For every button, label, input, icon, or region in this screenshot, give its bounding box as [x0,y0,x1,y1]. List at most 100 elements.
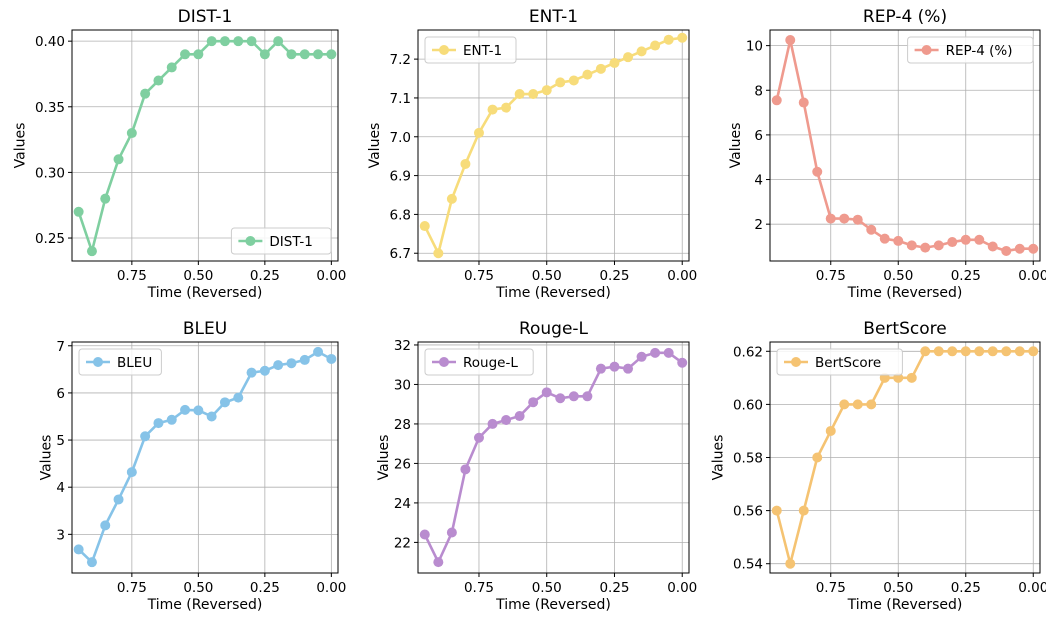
chart-title: BertScore [863,319,946,339]
x-axis-label: Time (Reversed) [847,597,963,613]
data-point [473,432,484,443]
legend-label: REP-4 (%) [946,43,1013,59]
legend: ENT-1 [424,36,517,64]
chart-panel-6: 0.75 0.50 0.25 0.00 0.54 0.56 0.58 0.60 0.62 Bert… [711,319,1046,613]
data-point [663,347,674,358]
data-point [219,36,230,47]
data-point [140,431,151,442]
x-tick-label: 0.75 [464,580,494,596]
legend-marker [439,45,449,55]
data-point [286,49,297,60]
data-point [299,354,310,365]
data-point [974,346,985,357]
data-point [180,404,191,415]
data-point [126,467,137,478]
data-point [153,418,164,429]
data-point [1014,346,1025,357]
data-point [568,391,579,402]
data-point [798,505,809,516]
x-tick-label: 0.25 [951,268,981,284]
data-point [140,88,151,99]
data-point [1028,346,1039,357]
legend-box [78,348,162,376]
data-point [920,346,931,357]
data-point [180,49,191,60]
x-tick-label: 0.75 [117,580,147,596]
x-tick-label: 0.50 [883,580,913,596]
data-point [501,414,512,425]
data-point [1014,243,1025,254]
data-point [825,213,836,224]
data-point [259,49,270,60]
legend-marker [921,45,932,55]
plot-frame [417,341,690,574]
x-tick-label: 0.50 [532,268,562,284]
series-line [775,38,1034,253]
data-point [100,193,111,204]
data-point [86,557,97,568]
y-axis-label: Values [367,123,383,169]
data-point [960,346,971,357]
x-axis-label: Time (Reversed) [147,285,263,301]
data-point [1028,243,1039,254]
legend-marker [93,357,103,367]
data-point [812,166,823,177]
x-tick-label: 0.25 [951,580,981,596]
data-point [933,346,944,357]
data-point [636,46,647,57]
legend-box [776,348,903,376]
y-tick-label: 0.35 [35,100,65,116]
x-tick-label: 0.00 [1018,268,1046,284]
chart-title: Rouge-L [519,319,589,339]
y-tick-label: 7 [56,339,65,355]
chart-title: BLEU [183,319,227,339]
y-axis-label: Values [728,123,744,169]
legend: REP-4 (%) [907,36,1034,64]
data-point [568,75,579,86]
data-point [206,411,217,422]
x-tick-label: 0.25 [250,268,280,284]
data-point [920,242,931,253]
plot-frame [71,341,339,574]
legend-marker [245,236,256,246]
data-point [866,399,877,410]
data-point [166,414,177,425]
data-point [86,246,97,257]
x-tick-label: 0.75 [117,268,147,284]
legend-label: BertScore [815,355,881,371]
y-tick-label: 26 [394,456,411,472]
data-point [541,85,552,96]
data-point [650,347,661,358]
data-point [839,213,850,224]
data-point [246,367,257,378]
y-tick-label: 8 [754,83,763,99]
data-point [446,527,457,538]
y-tick-label: 0.56 [733,504,763,520]
chart-title: DIST-1 [178,7,233,27]
y-tick-label: 7.0 [390,130,411,146]
data-point [286,358,297,369]
data-point [541,387,552,398]
data-point [501,102,512,113]
data-point [1001,346,1012,357]
x-tick-label: 0.50 [883,268,913,284]
chart-panel-4: 0.75 0.50 0.25 0.00 3 4 5 6 7 BLEU Time (Reversed)… [38,319,346,613]
data-point [233,36,244,47]
y-tick-label: 28 [394,417,411,433]
x-tick-label: 0.25 [599,268,629,284]
data-point [219,397,230,408]
data-point [419,221,430,232]
data-point [906,372,917,383]
x-tick-label: 0.50 [532,580,562,596]
data-point [73,206,84,217]
y-tick-label: 6.7 [390,246,411,262]
x-tick-label: 0.00 [1018,580,1046,596]
data-point [812,452,823,463]
data-point [446,193,457,204]
data-point [259,365,270,376]
data-point [974,234,985,245]
plot-frame [769,29,1041,262]
legend-box [424,36,517,64]
legend-label: Rouge-L [463,355,518,371]
